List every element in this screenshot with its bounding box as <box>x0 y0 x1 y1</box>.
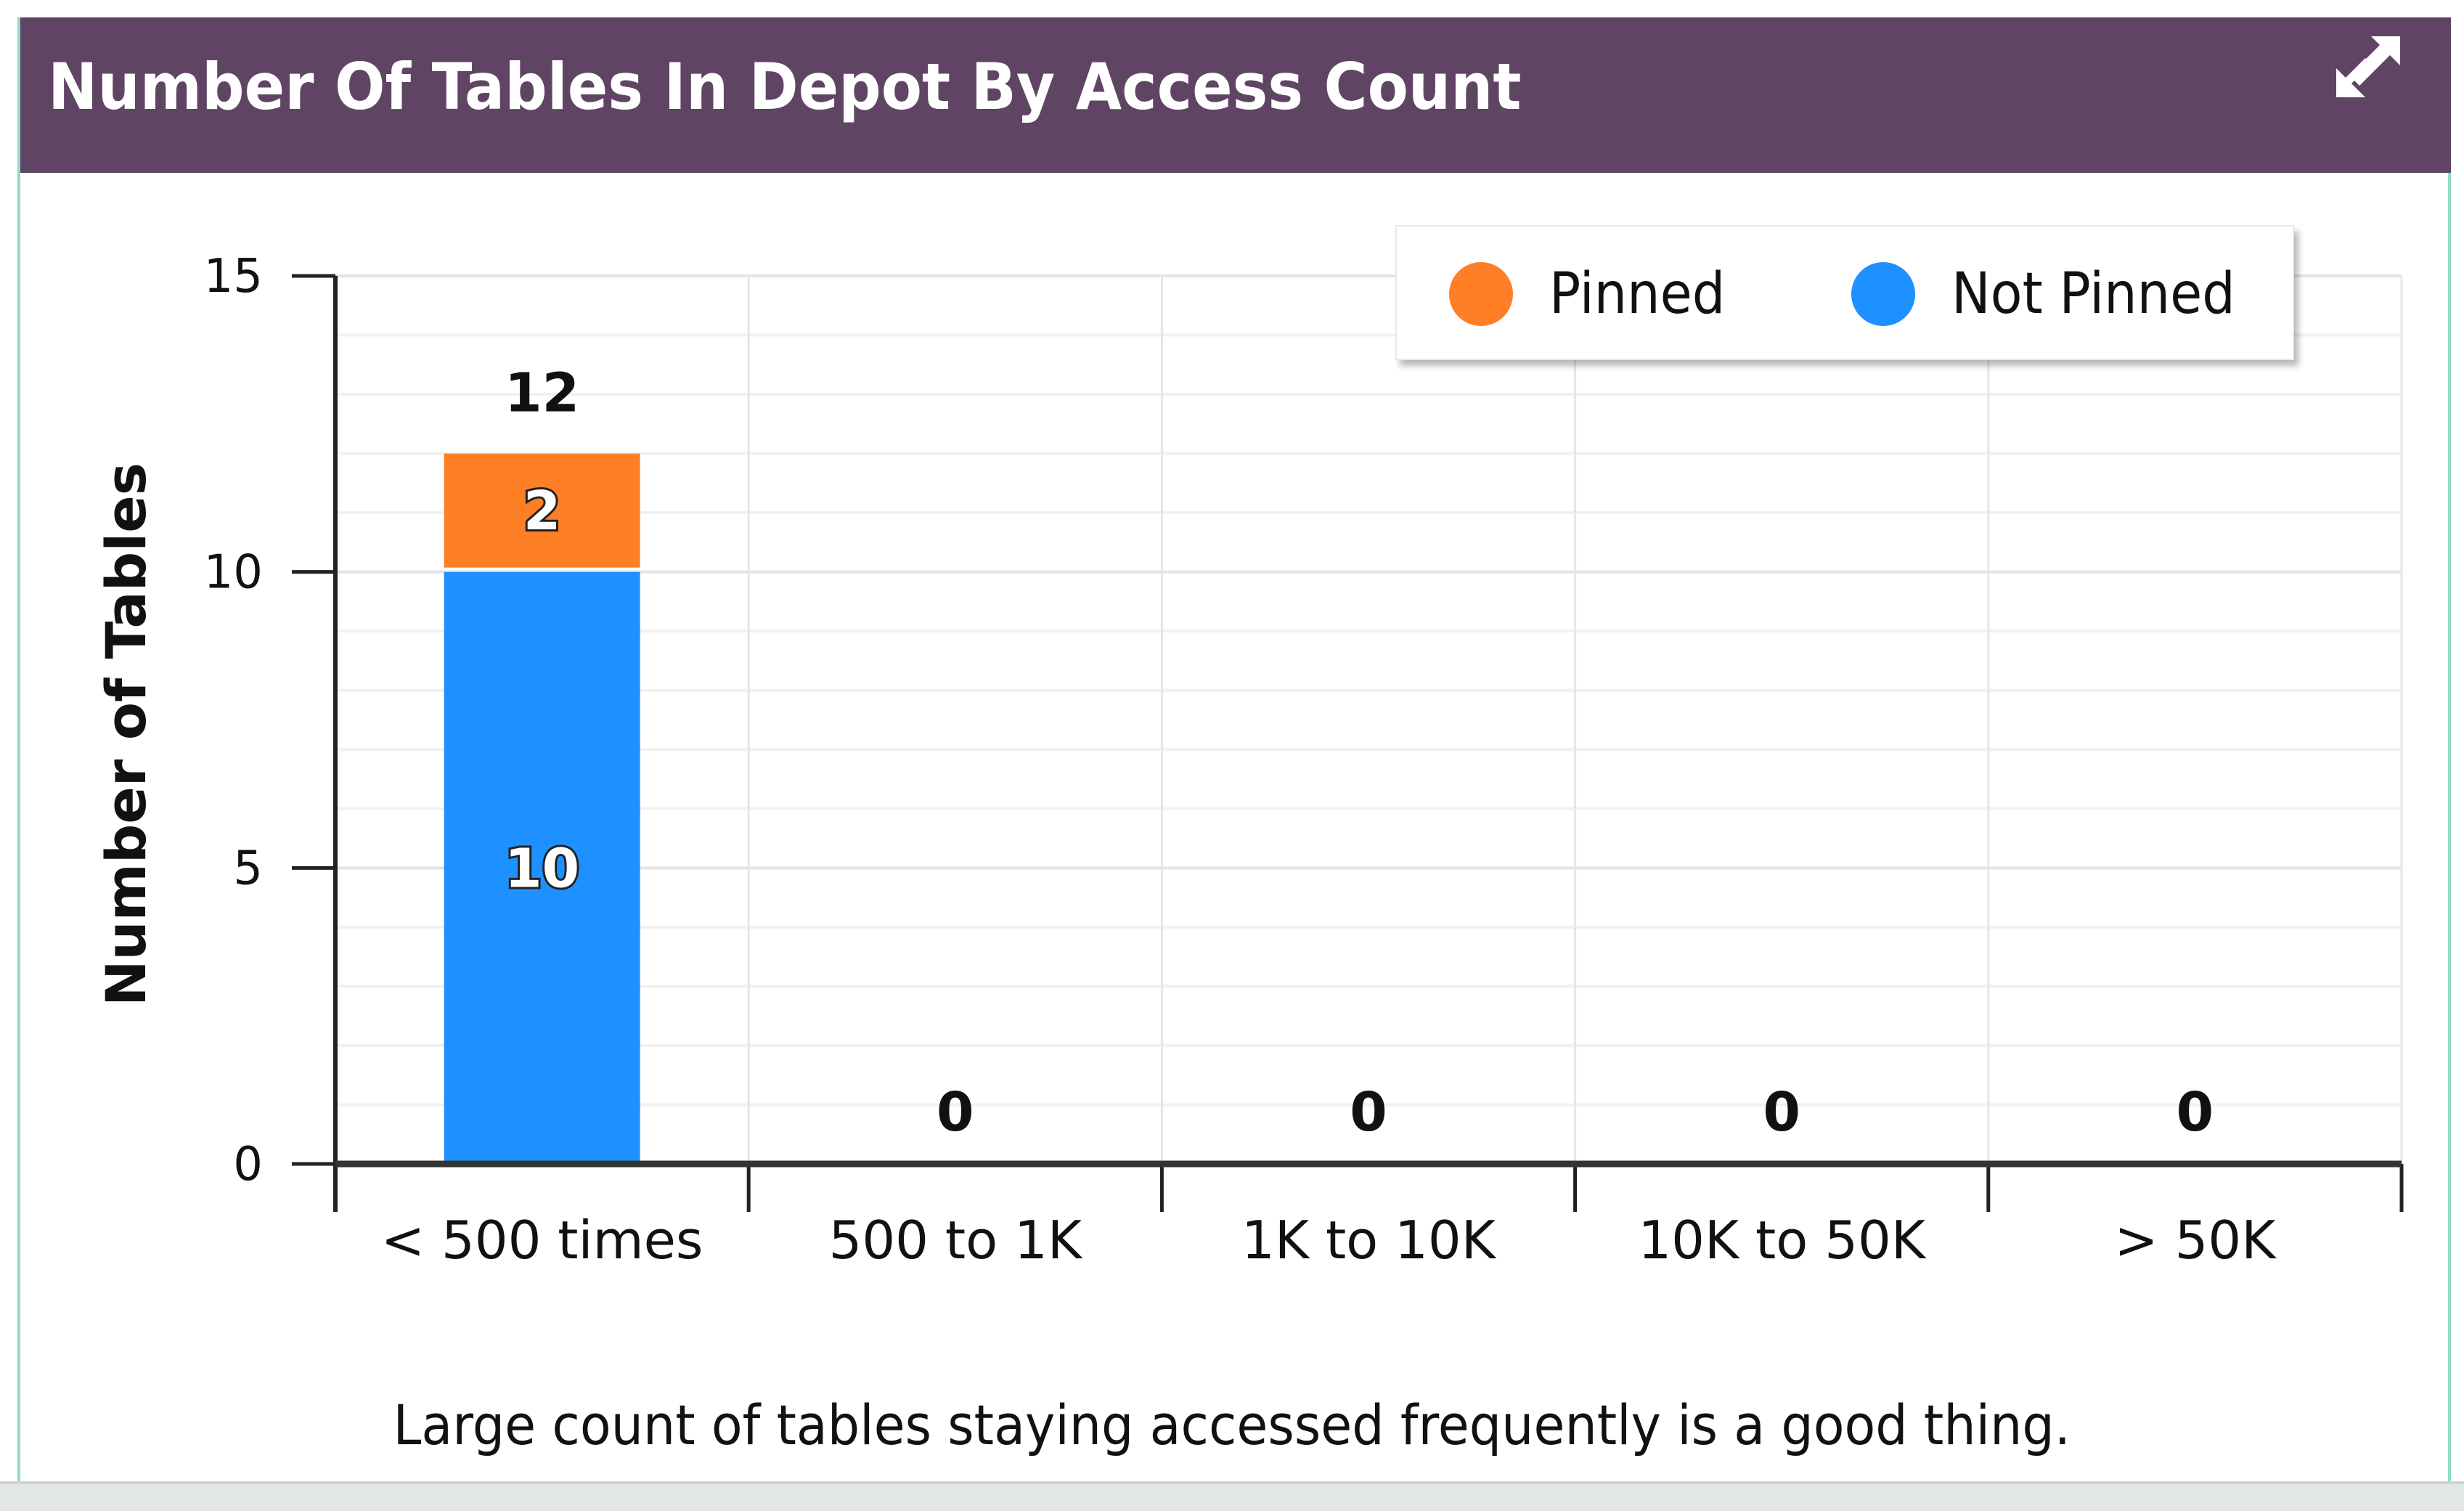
panel-header <box>20 17 2451 173</box>
total-value-label: 0 <box>937 1081 974 1144</box>
total-value-label: 0 <box>1350 1081 1387 1144</box>
chart-caption: Large count of tables staying accessed f… <box>0 1393 2464 1457</box>
x-tick-label: 1K to 10K <box>1241 1210 1497 1271</box>
legend-label-not-pinned: Not Pinned <box>1951 261 2235 327</box>
bar-segment-pinned <box>444 453 640 568</box>
bar-segment-not-pinned <box>444 571 640 1164</box>
total-value-label: 0 <box>2177 1081 2214 1144</box>
bottom-strip <box>0 1481 2464 1511</box>
x-tick-label: 500 to 1K <box>829 1210 1083 1271</box>
y-axis-title: Number of Tables <box>94 463 158 1006</box>
legend-swatch-pinned <box>1449 262 1513 326</box>
y-tick-label: 15 <box>204 250 263 304</box>
total-value-label: 0 <box>1763 1081 1800 1144</box>
expand-button[interactable] <box>2328 26 2407 106</box>
legend-item-pinned[interactable]: Pinned <box>1449 227 1740 362</box>
total-value-label: 12 <box>505 362 579 425</box>
x-tick-label: > 50K <box>2114 1210 2277 1271</box>
y-tick-label: 10 <box>204 546 263 600</box>
y-tick-label: 0 <box>233 1138 263 1192</box>
chart-legend: Pinned Not Pinned <box>1395 225 2294 360</box>
legend-label-pinned: Pinned <box>1549 261 1726 327</box>
caption-text: Large count of tables staying accessed f… <box>393 1393 2071 1457</box>
y-tick-label: 5 <box>233 842 263 895</box>
legend-item-not-pinned[interactable]: Not Pinned <box>1851 227 2260 362</box>
segment-value-label: 10 <box>505 837 579 900</box>
panel-title: Number Of Tables In Depot By Access Coun… <box>48 49 1522 124</box>
x-tick-label: < 500 times <box>381 1210 703 1271</box>
expand-arrows-icon <box>2336 36 2400 97</box>
x-tick-label: 10K to 50K <box>1638 1210 1927 1271</box>
legend-swatch-not-pinned <box>1851 262 1915 326</box>
segment-value-label: 2 <box>523 480 561 542</box>
